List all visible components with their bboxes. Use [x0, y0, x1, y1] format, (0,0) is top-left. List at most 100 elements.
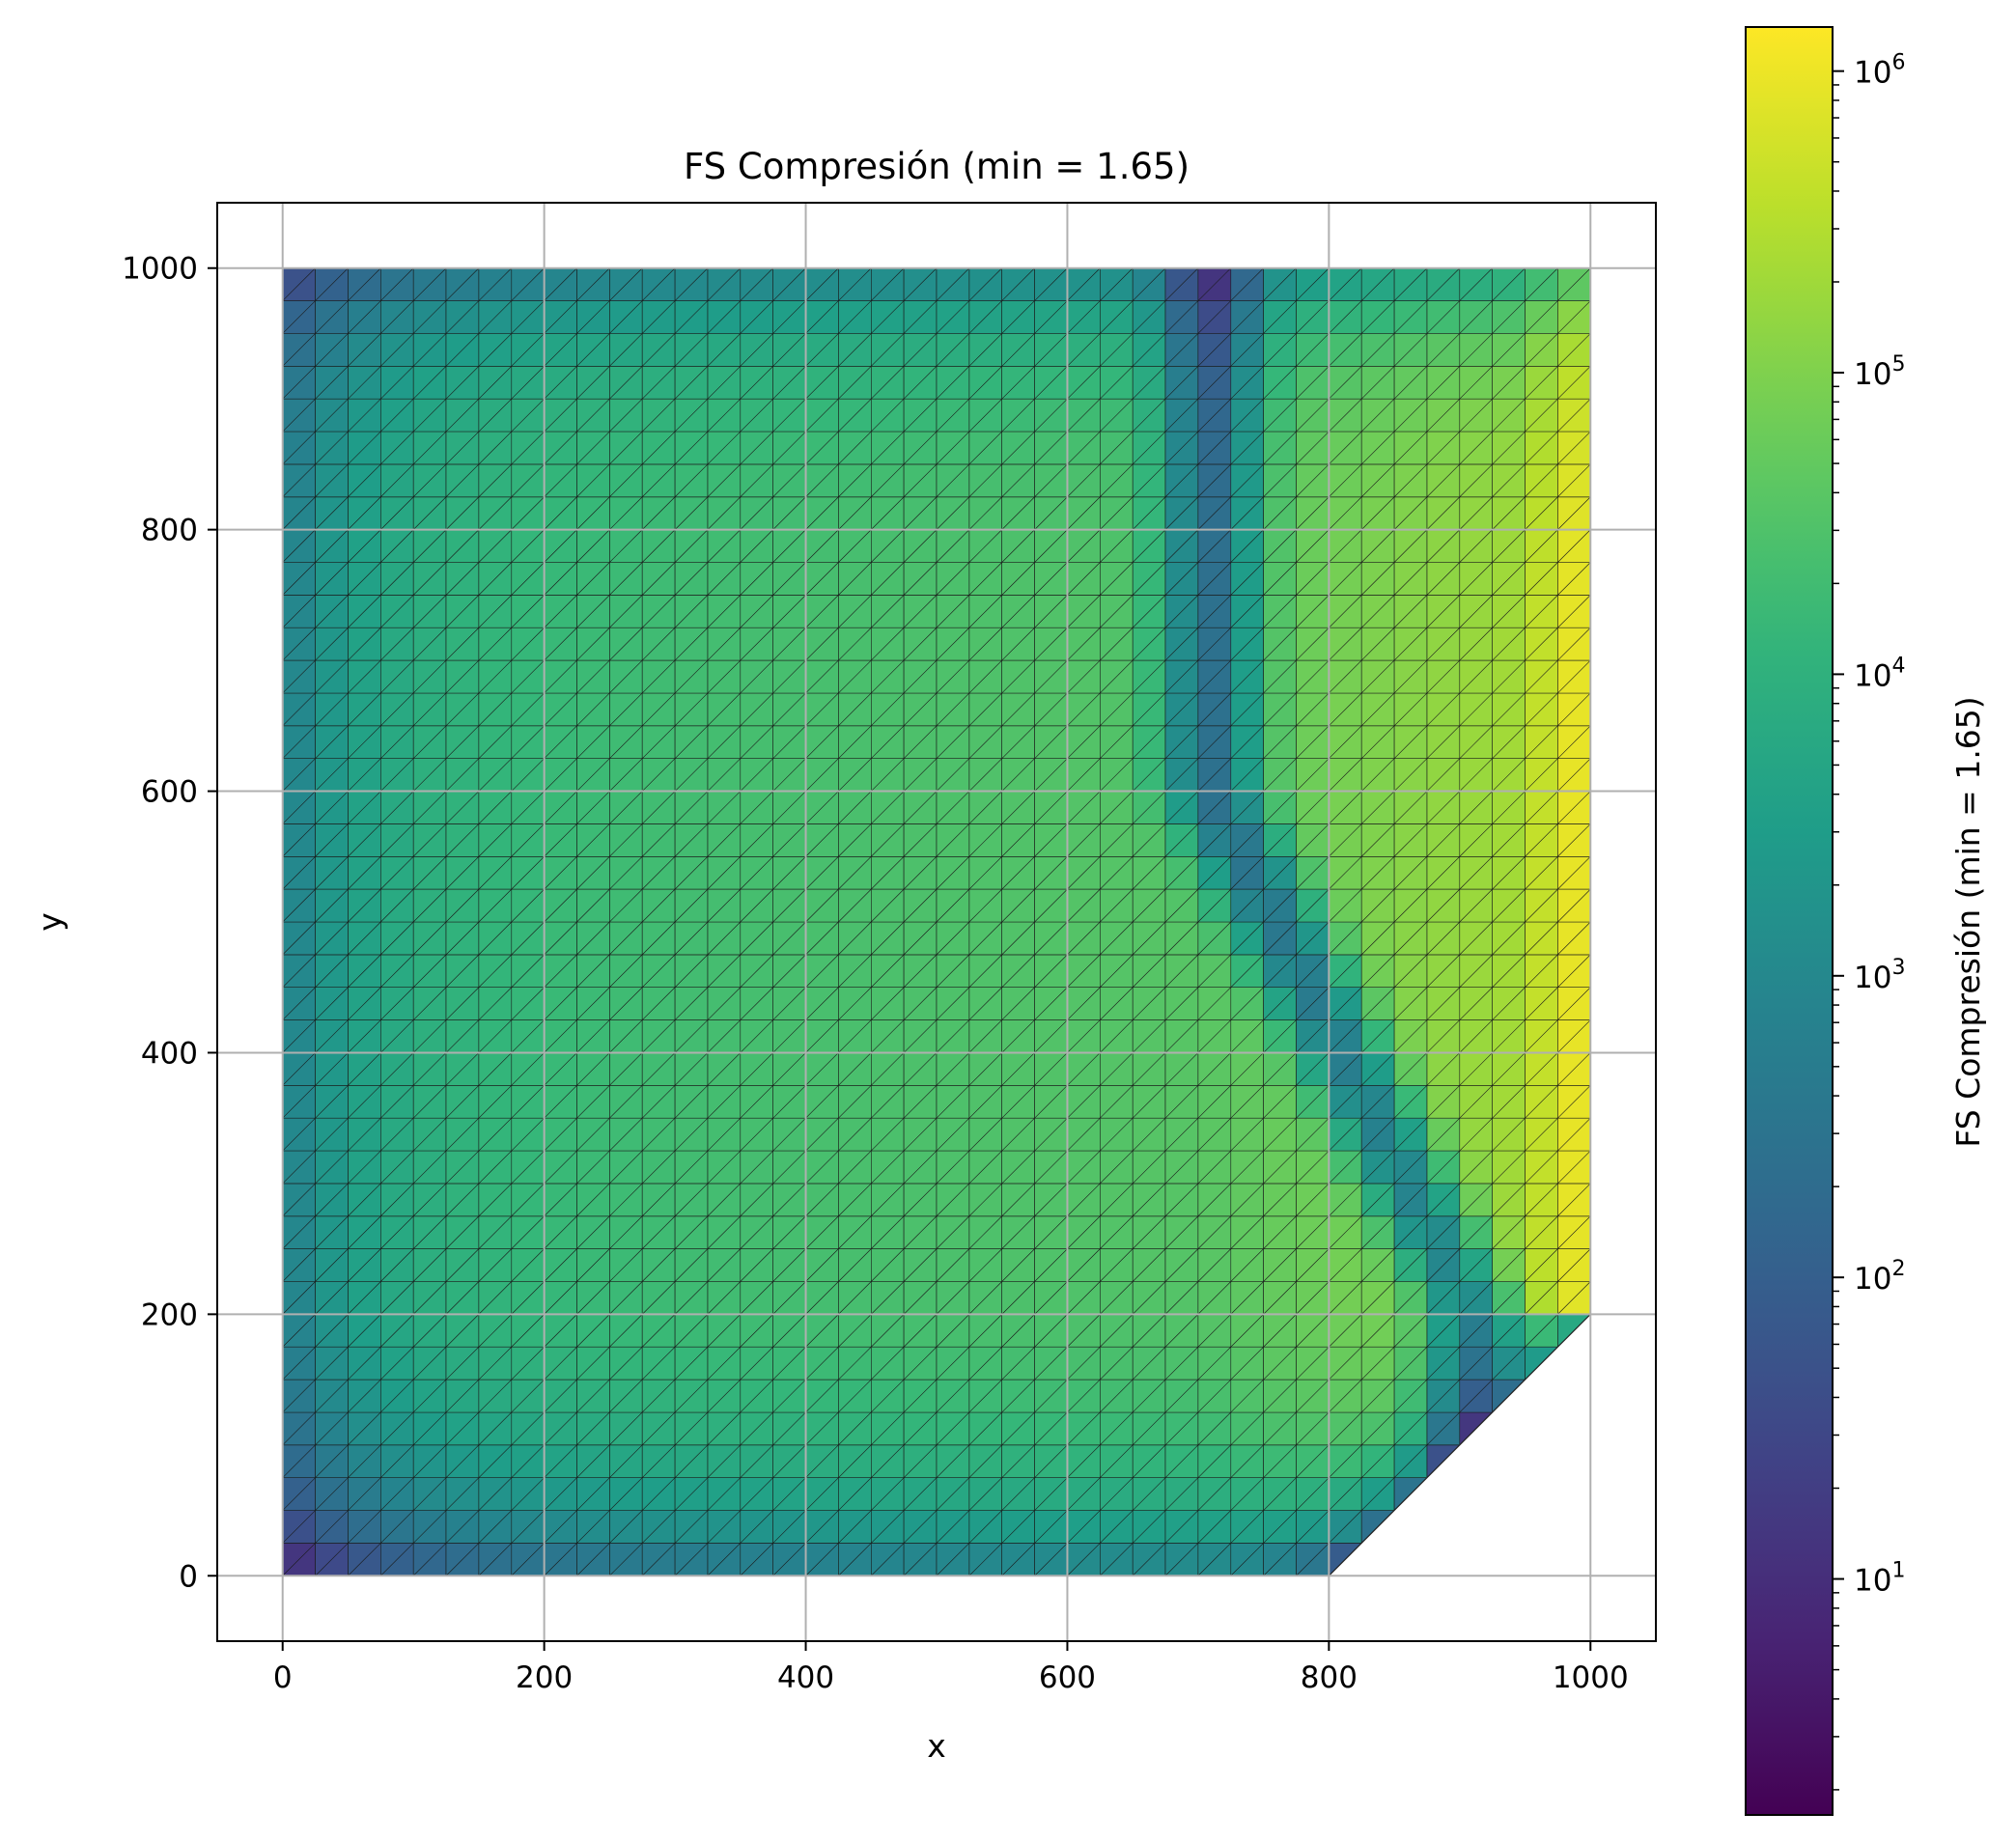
- mesh-diagonal: [674, 595, 709, 628]
- mesh-diagonal: [1100, 888, 1134, 923]
- mesh-diagonal: [1001, 628, 1035, 661]
- mesh-diagonal: [1263, 692, 1297, 727]
- mesh-diagonal: [1329, 888, 1362, 923]
- mesh-diagonal: [968, 888, 1002, 923]
- mesh-diagonal: [1525, 1052, 1558, 1086]
- mesh-diagonal: [1329, 921, 1362, 956]
- mesh-diagonal: [1426, 1183, 1461, 1216]
- mesh-diagonal: [544, 1150, 577, 1185]
- mesh-diagonal: [576, 1215, 610, 1249]
- mesh-diagonal: [642, 1150, 676, 1185]
- mesh-diagonal: [707, 1543, 742, 1576]
- mesh-diagonal: [1426, 1117, 1461, 1152]
- mesh-diagonal: [511, 1379, 545, 1413]
- mesh-diagonal: [1393, 529, 1428, 563]
- mesh-diagonal: [1100, 431, 1134, 465]
- mesh-diagonal: [707, 1314, 742, 1348]
- mesh-diagonal: [805, 463, 839, 497]
- mesh-diagonal: [348, 888, 381, 923]
- y-tick-label: 200: [141, 1297, 198, 1332]
- mesh-diagonal: [772, 954, 806, 988]
- mesh-diagonal: [445, 823, 480, 857]
- mesh-diagonal: [1492, 529, 1526, 563]
- mesh-diagonal: [1001, 1117, 1035, 1152]
- mesh-diagonal: [544, 1117, 577, 1152]
- mesh-diagonal: [412, 823, 447, 857]
- mesh-diagonal: [609, 1347, 643, 1381]
- mesh-diagonal: [772, 1477, 806, 1511]
- mesh-diagonal: [1361, 1215, 1395, 1249]
- mesh-diagonal: [674, 529, 709, 563]
- mesh-diagonal: [707, 758, 742, 792]
- mesh-diagonal: [1067, 1183, 1101, 1216]
- mesh-diagonal: [576, 1379, 610, 1413]
- mesh-diagonal: [511, 1085, 545, 1119]
- mesh-diagonal: [511, 888, 545, 923]
- mesh-diagonal: [282, 398, 316, 432]
- mesh-diagonal: [1197, 628, 1231, 661]
- mesh-diagonal: [1557, 595, 1591, 628]
- mesh-diagonal: [1100, 692, 1134, 727]
- mesh-diagonal: [1296, 333, 1330, 367]
- mesh-diagonal: [871, 1510, 905, 1544]
- mesh-diagonal: [968, 692, 1002, 727]
- mesh-diagonal: [838, 496, 872, 530]
- mesh-diagonal: [1459, 888, 1493, 923]
- mesh-diagonal: [478, 823, 512, 857]
- mesh-diagonal: [871, 1379, 905, 1413]
- mesh-diagonal: [1329, 1411, 1362, 1446]
- mesh-diagonal: [445, 659, 480, 694]
- mesh-diagonal: [903, 692, 938, 727]
- mesh-diagonal: [674, 791, 709, 824]
- mesh-diagonal: [1296, 1085, 1330, 1119]
- mesh-diagonal: [1197, 791, 1231, 824]
- mesh-diagonal: [1557, 496, 1591, 530]
- mesh-diagonal: [805, 1150, 839, 1185]
- mesh-diagonal: [1164, 1379, 1199, 1413]
- mesh-diagonal: [805, 823, 839, 857]
- mesh-diagonal: [1034, 1444, 1068, 1478]
- mesh-diagonal: [1557, 1248, 1591, 1282]
- mesh-diagonal: [412, 529, 447, 563]
- mesh-diagonal: [1459, 1215, 1493, 1249]
- mesh-diagonal: [838, 823, 872, 857]
- mesh-diagonal: [903, 1510, 938, 1544]
- mesh-diagonal: [1393, 1183, 1428, 1216]
- mesh-diagonal: [1557, 333, 1591, 367]
- mesh-diagonal: [1426, 823, 1461, 857]
- mesh-diagonal: [576, 1543, 610, 1576]
- mesh-diagonal: [282, 856, 316, 890]
- mesh-diagonal: [544, 267, 577, 301]
- mesh-diagonal: [1230, 1510, 1264, 1544]
- mesh-diagonal: [1164, 366, 1199, 400]
- mesh-diagonal: [511, 823, 545, 857]
- mesh-diagonal: [1230, 921, 1264, 956]
- mesh-diagonal: [740, 888, 773, 923]
- mesh-diagonal: [1034, 628, 1068, 661]
- mesh-diagonal: [642, 398, 676, 432]
- mesh-diagonal: [674, 1281, 709, 1315]
- mesh-diagonal: [576, 725, 610, 759]
- mesh-diagonal: [903, 725, 938, 759]
- mesh-diagonal: [1296, 1543, 1330, 1576]
- mesh-diagonal: [871, 1411, 905, 1446]
- mesh-diagonal: [1164, 758, 1199, 792]
- mesh-diagonal: [1393, 1411, 1428, 1446]
- mesh-diagonal: [903, 758, 938, 792]
- mesh-diagonal: [642, 1052, 676, 1086]
- mesh-diagonal: [1001, 888, 1035, 923]
- mesh-diagonal: [315, 300, 349, 334]
- mesh-diagonal: [707, 888, 742, 923]
- mesh-diagonal: [380, 1379, 414, 1413]
- mesh-diagonal: [903, 1477, 938, 1511]
- mesh-diagonal: [1263, 1019, 1297, 1053]
- mesh-diagonal: [1132, 366, 1166, 400]
- mesh-diagonal: [1459, 954, 1493, 988]
- mesh-diagonal: [1263, 1314, 1297, 1348]
- mesh-diagonal: [936, 463, 970, 497]
- mesh-diagonal: [1329, 628, 1362, 661]
- mesh-diagonal: [282, 1347, 316, 1381]
- mesh-diagonal: [380, 692, 414, 727]
- mesh-diagonal: [1001, 1444, 1035, 1478]
- mesh-diagonal: [642, 659, 676, 694]
